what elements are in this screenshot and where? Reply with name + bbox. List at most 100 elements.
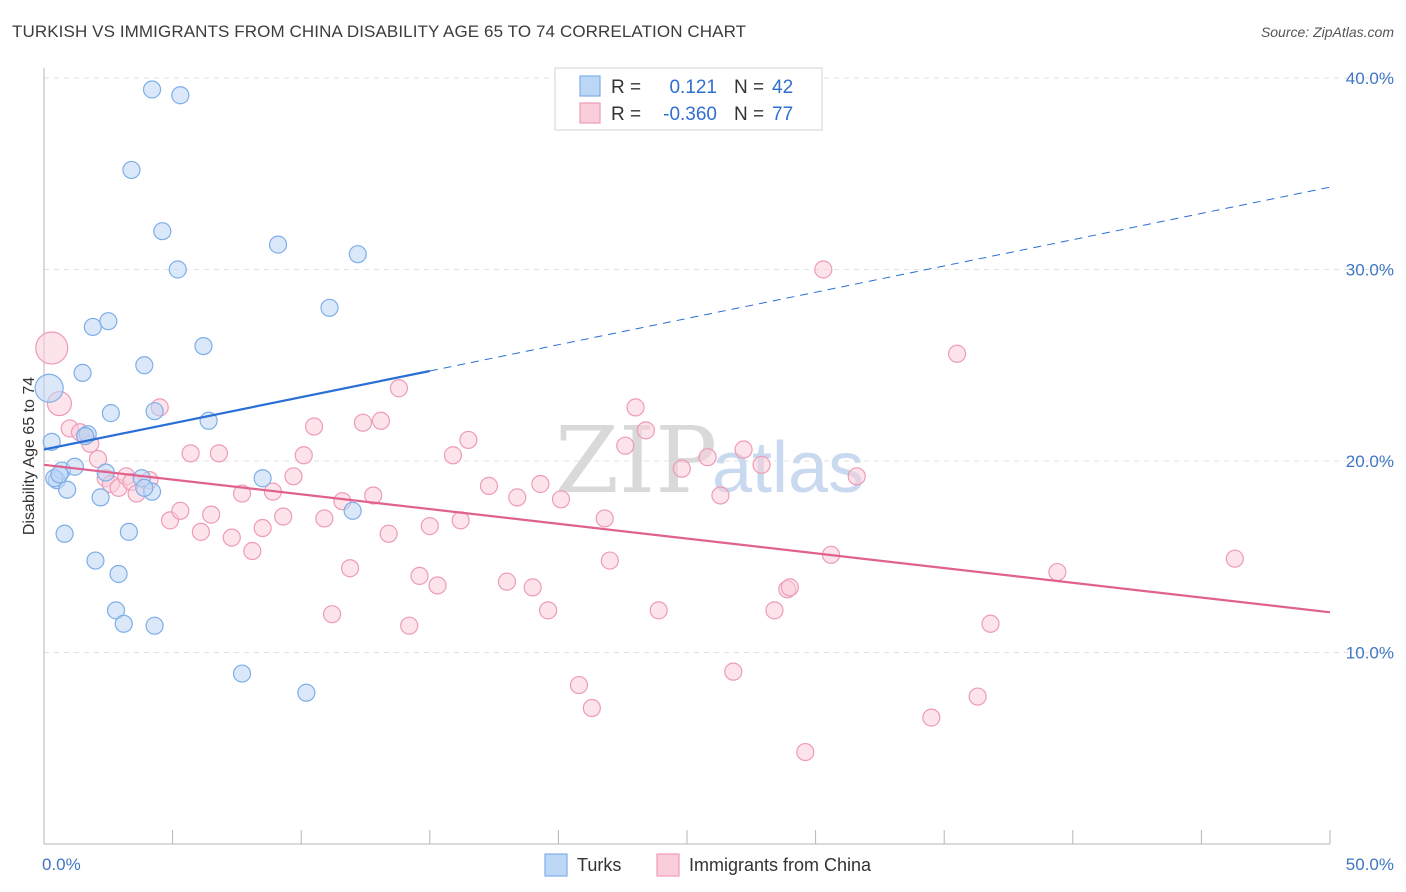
point-turks: [135, 356, 154, 375]
point-china: [209, 444, 228, 463]
point-china: [734, 440, 753, 459]
point-china: [222, 528, 241, 547]
point-china: [947, 344, 967, 363]
series-turks: [34, 80, 367, 702]
point-turks: [268, 235, 288, 254]
point-turks: [50, 465, 69, 484]
watermark-atlas: atlas: [712, 428, 864, 508]
legend-r-value-china: -0.360: [663, 104, 717, 125]
point-china: [364, 486, 383, 505]
point-turks: [145, 616, 164, 635]
y-tick-labels: 10.0% 20.0% 30.0% 40.0%: [1346, 69, 1394, 663]
point-turks: [83, 317, 102, 337]
point-turks: [343, 501, 362, 520]
legend-r-value-turks: 0.121: [669, 77, 717, 98]
point-china: [389, 379, 409, 398]
point-turks: [91, 488, 110, 507]
point-china: [1225, 549, 1244, 568]
point-china: [181, 444, 200, 463]
point-china: [600, 551, 619, 570]
y-axis-title: Disability Age 65 to 74: [21, 377, 38, 535]
point-china: [780, 578, 799, 597]
x-ticks: [43, 830, 1331, 844]
point-china: [616, 436, 635, 455]
point-turks: [99, 312, 118, 331]
legend-n-value-china: 77: [772, 104, 793, 125]
point-turks: [320, 298, 339, 317]
y-tick-label: 40.0%: [1346, 69, 1394, 88]
point-china: [922, 708, 941, 727]
point-turks: [86, 551, 105, 570]
chart-title: TURKISH VS IMMIGRANTS FROM CHINA DISABIL…: [12, 22, 747, 41]
point-turks: [119, 522, 138, 541]
point-turks: [58, 480, 77, 499]
legend-r-label-turks: R =: [611, 77, 641, 98]
point-turks: [253, 469, 272, 488]
point-china: [322, 605, 342, 624]
point-turks: [135, 478, 154, 497]
point-turks: [101, 404, 120, 423]
x-tick-label-max: 50.0%: [1346, 855, 1394, 874]
point-china: [371, 411, 391, 430]
series-legend: Turks Immigrants from China: [544, 853, 872, 877]
point-china: [253, 518, 272, 538]
point-china: [304, 417, 324, 436]
point-china: [443, 446, 463, 465]
series-legend-swatch-turks: [544, 853, 568, 877]
series-legend-label-china: Immigrants from China: [689, 855, 872, 875]
point-china: [814, 260, 833, 279]
point-china: [88, 449, 108, 469]
point-turks: [114, 614, 133, 633]
x-tick-label-min: 0.0%: [42, 855, 81, 874]
series-legend-swatch-china: [656, 853, 680, 877]
source-note: Source: ZipAtlas.com: [1260, 24, 1394, 40]
point-china: [698, 448, 717, 467]
point-turks: [122, 160, 141, 180]
trend-line-turks-extrapolated: [429, 186, 1331, 372]
point-turks: [168, 260, 187, 279]
point-china: [523, 578, 542, 597]
y-tick-label: 10.0%: [1346, 644, 1394, 663]
point-turks: [106, 601, 126, 620]
trend-line-turks: [43, 369, 431, 451]
point-turks: [348, 245, 367, 264]
point-turks: [55, 524, 74, 543]
point-turks: [232, 664, 252, 683]
point-china: [232, 484, 252, 503]
point-china: [551, 490, 571, 509]
point-china: [539, 601, 558, 620]
watermark-zip: ZIP: [555, 407, 717, 514]
point-turks: [194, 337, 213, 356]
stats-legend: R = 0.121 N = 42 R = -0.360 N = 77: [554, 67, 823, 131]
point-china: [428, 576, 447, 595]
point-china: [569, 675, 589, 695]
point-china: [724, 662, 743, 681]
point-china: [379, 524, 398, 543]
legend-n-value-turks: 42: [772, 77, 793, 98]
y-tick-label: 20.0%: [1346, 452, 1394, 471]
point-china: [294, 446, 313, 465]
point-china: [626, 398, 645, 417]
point-china: [243, 541, 262, 561]
watermark: ZIP atlas: [555, 407, 864, 514]
point-china: [595, 509, 614, 528]
point-china: [171, 501, 190, 520]
legend-swatch-turks: [579, 75, 601, 97]
legend-n-label-china: N =: [734, 104, 764, 125]
point-turks: [34, 373, 64, 403]
point-turks: [297, 683, 316, 702]
legend-r-label-china: R =: [611, 104, 641, 125]
point-turks: [145, 402, 164, 421]
point-china: [531, 474, 550, 494]
point-china: [353, 413, 373, 432]
point-china: [479, 476, 499, 495]
gridlines: [44, 77, 1394, 653]
point-turks: [171, 86, 190, 105]
point-china: [451, 511, 470, 530]
series-immigrants-from-china: [35, 260, 1244, 762]
point-china: [202, 505, 221, 524]
point-china: [274, 507, 293, 526]
point-china: [1048, 562, 1067, 582]
point-china: [420, 517, 439, 536]
trend-lines: [43, 186, 1331, 614]
